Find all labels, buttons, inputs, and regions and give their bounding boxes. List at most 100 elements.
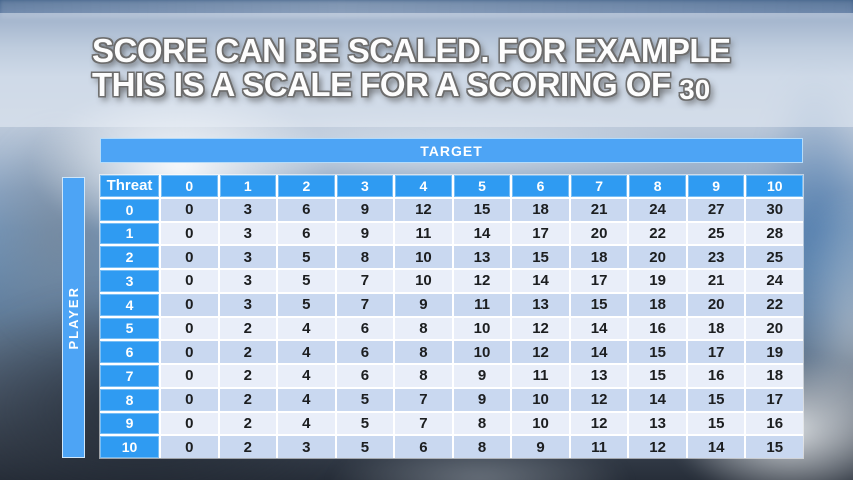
score-cell: 18 — [512, 198, 569, 221]
score-cell: 2 — [219, 388, 277, 411]
score-cell: 5 — [278, 270, 335, 292]
score-cell: 18 — [746, 365, 803, 387]
score-cell: 9 — [453, 388, 511, 411]
score-cell: 3 — [219, 270, 277, 292]
column-header-cell: 3 — [336, 175, 394, 197]
score-cell: 3 — [278, 436, 335, 458]
score-cell: 6 — [278, 198, 335, 221]
score-cell: 12 — [512, 317, 569, 340]
column-header-cell: 8 — [629, 175, 686, 197]
score-cell: 24 — [629, 198, 686, 221]
score-cell: 2 — [219, 341, 277, 363]
score-cell: 2 — [219, 317, 277, 340]
score-cell: 30 — [746, 198, 803, 221]
score-cell: 16 — [687, 365, 745, 387]
score-cell: 12 — [395, 198, 452, 221]
score-cell: 12 — [570, 388, 628, 411]
score-cell: 7 — [336, 293, 394, 316]
score-cell: 23 — [687, 246, 745, 268]
score-cell: 0 — [161, 436, 218, 458]
title-line-2-number: 30 — [679, 73, 711, 105]
slide-title: SCORE CAN BE SCALED. FOR EXAMPLE THIS IS… — [92, 34, 731, 105]
score-cell: 15 — [746, 436, 803, 458]
score-cell: 5 — [336, 388, 394, 411]
score-cell: 10 — [512, 388, 569, 411]
score-cell: 3 — [219, 246, 277, 268]
score-cell: 15 — [512, 246, 569, 268]
score-cell: 10 — [453, 317, 511, 340]
score-cell: 10 — [512, 412, 569, 435]
score-cell: 3 — [219, 293, 277, 316]
column-header-cell: 1 — [219, 175, 277, 197]
score-cell: 15 — [570, 293, 628, 316]
target-header-label: TARGET — [420, 142, 483, 159]
score-cell: 4 — [278, 317, 335, 340]
score-cell: 12 — [512, 341, 569, 363]
score-cell: 3 — [219, 198, 277, 221]
score-cell: 5 — [336, 412, 394, 435]
score-cell: 7 — [395, 412, 452, 435]
score-cell: 18 — [687, 317, 745, 340]
score-cell: 14 — [570, 341, 628, 363]
row-header-cell: 10 — [100, 436, 159, 458]
score-cell: 8 — [395, 341, 452, 363]
score-cell: 2 — [219, 365, 277, 387]
title-line-2: THIS IS A SCALE FOR A SCORING OF 30 — [92, 66, 731, 105]
score-cell: 20 — [687, 293, 745, 316]
score-cell: 6 — [278, 222, 335, 245]
score-cell: 20 — [570, 222, 628, 245]
score-cell: 17 — [512, 222, 569, 245]
row-header-cell: 8 — [100, 388, 159, 411]
score-cell: 20 — [629, 246, 686, 268]
score-cell: 5 — [278, 246, 335, 268]
row-header-cell: 5 — [100, 317, 159, 340]
score-cell: 9 — [453, 365, 511, 387]
score-cell: 10 — [395, 246, 452, 268]
score-cell: 4 — [278, 412, 335, 435]
score-cell: 15 — [687, 412, 745, 435]
score-cell: 0 — [161, 365, 218, 387]
score-cell: 7 — [395, 388, 452, 411]
score-cell: 24 — [746, 270, 803, 292]
score-cell: 0 — [161, 412, 218, 435]
score-cell: 21 — [687, 270, 745, 292]
score-cell: 16 — [746, 412, 803, 435]
score-cell: 6 — [336, 365, 394, 387]
score-cell: 21 — [570, 198, 628, 221]
score-cell: 16 — [629, 317, 686, 340]
score-cell: 4 — [278, 388, 335, 411]
row-header-cell: 4 — [100, 293, 159, 316]
score-cell: 0 — [161, 198, 218, 221]
score-cell: 4 — [278, 341, 335, 363]
score-cell: 0 — [161, 317, 218, 340]
score-cell: 8 — [453, 412, 511, 435]
score-cell: 6 — [336, 341, 394, 363]
score-cell: 6 — [336, 317, 394, 340]
score-cell: 17 — [570, 270, 628, 292]
score-cell: 18 — [570, 246, 628, 268]
score-cell: 9 — [395, 293, 452, 316]
score-cell: 22 — [746, 293, 803, 316]
score-cell: 13 — [570, 365, 628, 387]
score-cell: 25 — [746, 246, 803, 268]
score-cell: 20 — [746, 317, 803, 340]
score-cell: 0 — [161, 270, 218, 292]
title-line-2-text: THIS IS A SCALE FOR A SCORING OF — [92, 66, 680, 103]
score-cell: 17 — [746, 388, 803, 411]
score-cell: 0 — [161, 388, 218, 411]
score-cell: 15 — [629, 365, 686, 387]
score-cell: 12 — [629, 436, 686, 458]
row-header-cell: 2 — [100, 246, 159, 268]
column-header-cell: 7 — [570, 175, 628, 197]
score-cell: 10 — [395, 270, 452, 292]
score-cell: 0 — [161, 246, 218, 268]
score-cell: 11 — [395, 222, 452, 245]
score-cell: 19 — [629, 270, 686, 292]
row-header-cell: 7 — [100, 365, 159, 387]
score-cell: 9 — [336, 198, 394, 221]
score-cell: 19 — [746, 341, 803, 363]
score-cell: 10 — [453, 341, 511, 363]
score-cell: 28 — [746, 222, 803, 245]
score-cell: 11 — [453, 293, 511, 316]
